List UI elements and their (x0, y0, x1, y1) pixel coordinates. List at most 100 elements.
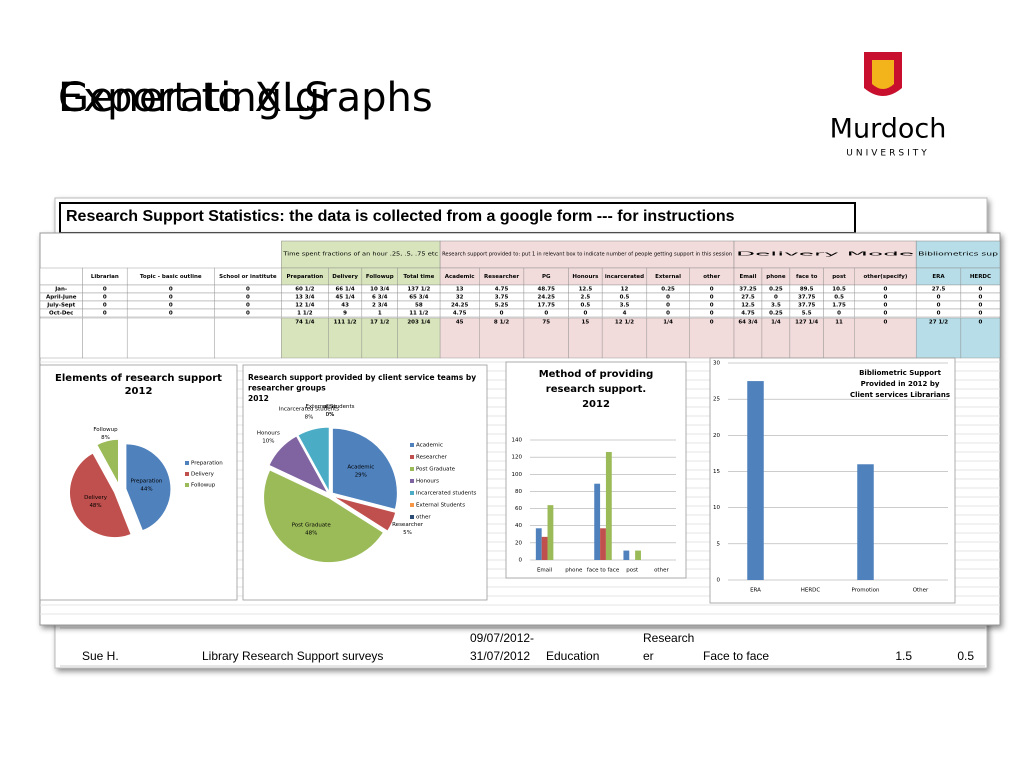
cell: 0 (937, 295, 941, 301)
cell: 10.5 (832, 287, 846, 293)
cell: 0 (884, 320, 888, 326)
bar (857, 464, 874, 580)
cell: 6 3/4 (372, 295, 388, 301)
cell-bg (39, 267, 83, 286)
bar (594, 483, 601, 560)
cell: 0 (710, 303, 714, 309)
cell-bg (568, 317, 603, 359)
cell: 0 (937, 311, 941, 317)
slice-label: Delivery (84, 495, 108, 501)
cell: 9 (343, 311, 347, 317)
slice-value: 0% (326, 412, 335, 418)
cell: 65 3/4 (409, 295, 428, 301)
cell: 0 (246, 303, 250, 309)
bar (535, 528, 542, 560)
pie-slice (332, 495, 397, 532)
slide-title: Export to XLS (58, 75, 330, 121)
legend-label: Incarcerated students (416, 491, 476, 497)
column-header: HERDC (970, 274, 991, 280)
legend-label: Followup (191, 483, 216, 489)
group-header-cell (439, 240, 735, 269)
y-tick-label: 10 (713, 505, 720, 511)
cell: 0 (246, 287, 250, 293)
cell: 0 (710, 320, 714, 326)
logo-name: Murdoch (830, 114, 947, 145)
cell: 37.75 (798, 295, 816, 301)
cell: 203 1/4 (407, 320, 430, 326)
slice-value: 0% (326, 412, 335, 418)
cell: 48.75 (538, 287, 556, 293)
cell: 24.25 (538, 295, 556, 301)
cell: 0 (103, 295, 107, 301)
cell-bg (479, 317, 525, 359)
bar (635, 550, 641, 560)
column-header: School or institute (219, 274, 277, 280)
legend-swatch (410, 479, 414, 483)
cell-bg (214, 317, 282, 359)
cell-bg (761, 317, 791, 359)
cell: 3.5 (771, 303, 781, 309)
pie-slice (268, 435, 329, 495)
cell: 11 (835, 320, 843, 326)
cell: 0 (979, 311, 983, 317)
legend-swatch (410, 443, 414, 447)
y-tick-label: 100 (512, 472, 523, 478)
cell: 0 (979, 287, 983, 293)
cell-bg (960, 317, 1001, 359)
chart-title: Elements of research support (55, 373, 222, 384)
cell: 0 (666, 295, 670, 301)
slice-label: Followup (93, 427, 118, 433)
cell: 09/07/2012- (470, 631, 534, 645)
column-header: post (832, 274, 846, 280)
slice-label: Academic (347, 465, 374, 471)
column-header: Academic (445, 274, 475, 280)
column-header: Preparation (286, 274, 323, 280)
cell: 0 (884, 303, 888, 309)
cell: 12.5 (579, 287, 593, 293)
cell: 13 (456, 287, 464, 293)
cell: 0 (103, 311, 107, 317)
chart-title: 2012 (248, 394, 269, 403)
x-tick-label: phone (565, 568, 583, 574)
y-tick-label: 20 (713, 433, 720, 439)
cell: 0 (500, 311, 504, 317)
cell: 0 (666, 311, 670, 317)
cell: 0 (169, 303, 173, 309)
cell: 0 (666, 303, 670, 309)
cell: 0 (544, 311, 548, 317)
legend-label: External Students (416, 503, 465, 509)
cell: 12 1/4 (295, 303, 314, 309)
x-tick-label: post (626, 568, 639, 574)
legend-swatch (410, 467, 414, 471)
legend-label: Researcher (416, 455, 448, 461)
y-tick-label: 80 (515, 489, 522, 495)
slice-value: 5% (403, 530, 412, 536)
cell: 2 3/4 (372, 303, 388, 309)
group-header: Time spent fractions of an hour .25, .5,… (282, 252, 438, 258)
legend-swatch (185, 483, 189, 487)
pie-slice (263, 469, 385, 564)
column-header: Topic - basic outline (140, 274, 202, 280)
cell: 0 (774, 295, 778, 301)
slice-label: Incarcerated students (279, 407, 339, 413)
group-header-cell (733, 240, 917, 269)
cell: 3.75 (495, 295, 509, 301)
x-tick-label: other (654, 568, 669, 574)
bar (747, 381, 764, 580)
cell: 4.75 (741, 311, 755, 317)
slice-value: 48% (89, 503, 101, 509)
cell: 43 (341, 303, 349, 309)
slice-label: Preparation (131, 478, 163, 484)
charts: Elements of research support 2012 Preparat… (39, 357, 956, 604)
group-header-cell (281, 240, 441, 269)
cell: Sue H. (82, 649, 119, 663)
column-header: Total time (403, 274, 434, 280)
cell: 2.5 (581, 295, 591, 301)
cell-bg (126, 317, 215, 359)
cell: Research (643, 631, 694, 645)
cell: 64 3/4 (738, 320, 757, 326)
group-header: Bibliometrics sup (918, 252, 999, 258)
chart-title: Research support provided by client serv… (248, 373, 476, 382)
cell: 37.75 (798, 303, 816, 309)
cell: 0 (979, 303, 983, 309)
